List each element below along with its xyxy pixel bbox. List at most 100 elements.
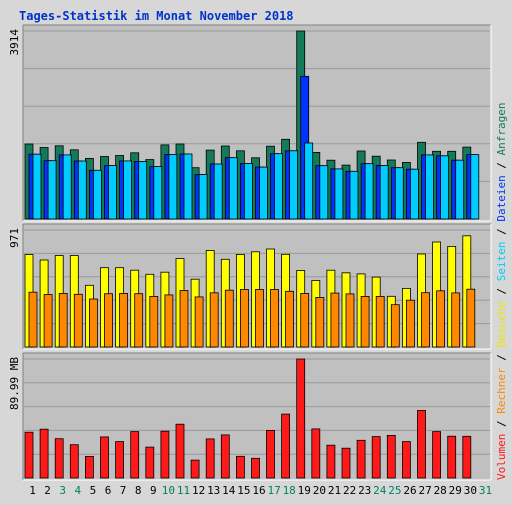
bar-seiten-day-29 bbox=[455, 159, 465, 220]
bar-volumen-day-22 bbox=[341, 447, 351, 479]
legend-separator: / bbox=[495, 348, 508, 368]
bar-rechner-day-12 bbox=[194, 296, 204, 348]
x-tick-label: 26 bbox=[403, 484, 416, 497]
x-tick-label: 5 bbox=[90, 484, 97, 497]
x-tick-label: 8 bbox=[135, 484, 142, 497]
x-tick-label: 10 bbox=[162, 484, 175, 497]
bar-seiten-day-22 bbox=[349, 170, 359, 220]
bar-rechner-day-5 bbox=[89, 298, 98, 348]
bar-volumen-day-10 bbox=[160, 430, 170, 479]
bar-volumen-day-21 bbox=[326, 444, 336, 479]
x-tick-label: 25 bbox=[388, 484, 401, 497]
bar-rechner-day-2 bbox=[43, 294, 53, 348]
bar-seiten-day-18 bbox=[289, 150, 299, 220]
bar-seiten-day-24 bbox=[379, 165, 389, 220]
x-tick-label: 24 bbox=[373, 484, 387, 497]
bar-volumen-day-26 bbox=[401, 441, 411, 479]
x-tick-label: 18 bbox=[283, 484, 296, 497]
bar-volumen-day-29 bbox=[447, 435, 457, 479]
bar-volumen-day-14 bbox=[220, 434, 230, 479]
x-tick-label: 6 bbox=[105, 484, 112, 497]
bar-rechner-day-20 bbox=[315, 296, 325, 348]
bar-seiten-day-25 bbox=[394, 167, 404, 220]
bar-volumen-day-12 bbox=[190, 459, 200, 479]
x-tick-label: 2 bbox=[44, 484, 51, 497]
bar-rechner-day-21 bbox=[330, 292, 340, 348]
bar-volumen-day-20 bbox=[311, 428, 321, 479]
bar-rechner-day-6 bbox=[104, 293, 113, 348]
bar-seiten-day-3 bbox=[62, 154, 72, 220]
x-tick-label: 27 bbox=[418, 484, 431, 497]
x-tick-label: 29 bbox=[449, 484, 462, 497]
bar-rechner-day-9 bbox=[149, 295, 159, 348]
bar-seiten-day-7 bbox=[123, 160, 132, 220]
x-tick-label: 28 bbox=[434, 484, 447, 497]
legend-text: Volumen / Rechner / Besuche / Seiten / D… bbox=[495, 102, 508, 480]
bar-rechner-day-27 bbox=[421, 292, 430, 348]
bar-rechner-day-26 bbox=[405, 299, 415, 348]
series-rechner bbox=[28, 288, 476, 348]
bar-volumen-day-19 bbox=[296, 358, 306, 479]
bar-volumen-day-17 bbox=[266, 429, 275, 479]
bar-rechner-day-13 bbox=[209, 292, 219, 348]
bar-seiten-day-27 bbox=[425, 154, 434, 220]
bar-rechner-day-25 bbox=[390, 304, 400, 348]
bar-rechner-day-14 bbox=[224, 289, 234, 348]
bar-seiten-day-8 bbox=[138, 161, 148, 220]
x-tick-label: 16 bbox=[252, 484, 265, 497]
legend: Volumen / Rechner / Besuche / Seiten / D… bbox=[495, 102, 508, 480]
bar-volumen-day-25 bbox=[386, 434, 396, 479]
bar-volumen-day-6 bbox=[100, 436, 109, 479]
panel-middle: 971 bbox=[8, 223, 492, 350]
max-value-label-middle: 971 bbox=[8, 228, 21, 248]
bar-seiten-day-23 bbox=[364, 163, 374, 220]
bar-volumen-day-7 bbox=[115, 441, 124, 479]
bar-rechner-day-3 bbox=[58, 292, 68, 348]
legend-separator: / bbox=[495, 222, 508, 242]
x-tick-label: 31 bbox=[479, 484, 492, 497]
legend-separator: / bbox=[495, 414, 508, 434]
bar-volumen-day-8 bbox=[130, 431, 140, 479]
bar-rechner-day-19 bbox=[300, 293, 310, 348]
bar-seiten-day-14 bbox=[228, 157, 238, 220]
bar-rechner-day-17 bbox=[270, 289, 279, 348]
legend-item-besuche: Besuche bbox=[495, 301, 508, 347]
bar-volumen-day-18 bbox=[281, 413, 291, 479]
bar-seiten-day-1 bbox=[32, 153, 42, 220]
bar-rechner-day-28 bbox=[436, 290, 446, 348]
bar-seiten-day-9 bbox=[153, 166, 163, 220]
bar-seiten-day-30 bbox=[470, 154, 480, 220]
bar-seiten-day-13 bbox=[213, 163, 223, 220]
x-tick-label: 12 bbox=[192, 484, 205, 497]
bar-volumen-day-3 bbox=[54, 438, 64, 479]
x-tick-label: 17 bbox=[267, 484, 280, 497]
bar-seiten-day-5 bbox=[93, 169, 102, 220]
x-tick-label: 13 bbox=[207, 484, 220, 497]
bar-rechner-day-7 bbox=[119, 292, 128, 348]
bar-volumen-day-16 bbox=[251, 457, 260, 479]
legend-item-anfragen: Anfragen bbox=[495, 102, 508, 155]
x-tick-label: 9 bbox=[150, 484, 157, 497]
bar-seiten-day-2 bbox=[47, 160, 57, 220]
bar-seiten-day-20 bbox=[319, 165, 329, 220]
bar-seiten-day-10 bbox=[168, 153, 178, 220]
chart-panels: 3914 971 89.99 MB bbox=[8, 24, 492, 481]
bar-volumen-day-27 bbox=[417, 409, 426, 479]
bar-volumen-day-13 bbox=[205, 438, 215, 479]
legend-item-rechner: Rechner bbox=[495, 367, 508, 414]
bar-volumen-day-1 bbox=[24, 431, 34, 479]
legend-item-seiten: Seiten bbox=[495, 242, 508, 282]
bar-seiten-day-6 bbox=[108, 165, 117, 220]
bar-rechner-day-22 bbox=[345, 293, 355, 348]
x-tick-label: 30 bbox=[464, 484, 477, 497]
x-tick-label: 3 bbox=[59, 484, 66, 497]
panel-bottom: 89.99 MB bbox=[8, 352, 492, 481]
bar-rechner-day-4 bbox=[73, 293, 83, 348]
chart-title: Tages-Statistik im Monat November 2018 bbox=[19, 9, 294, 23]
bar-seiten-day-11 bbox=[183, 153, 193, 220]
bar-volumen-day-11 bbox=[175, 423, 185, 479]
bar-volumen-day-5 bbox=[85, 455, 94, 479]
legend-item-dateien: Dateien bbox=[495, 175, 508, 221]
